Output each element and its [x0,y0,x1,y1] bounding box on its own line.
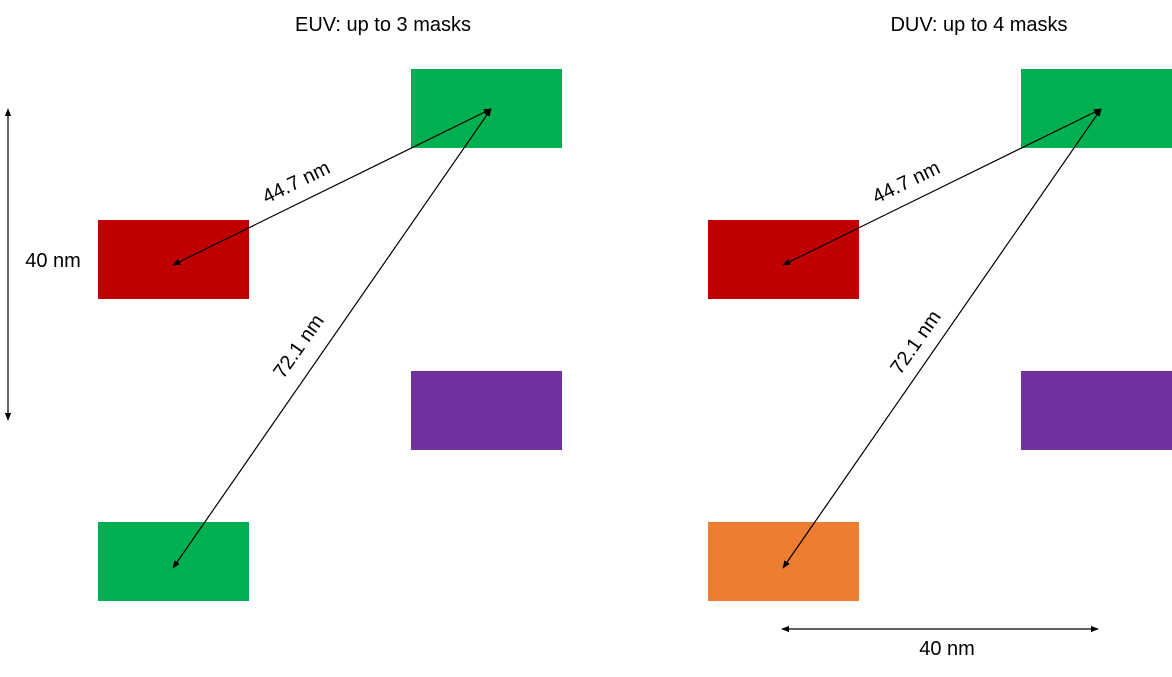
euv-right-lower-feature [411,371,562,450]
euv-diagonal-short-arrow [172,108,492,266]
duv-diagonal-short-arrow [782,108,1102,266]
euv-vertical-pitch-label: 40 nm [25,250,81,272]
euv-panel: EUV: up to 3 masks 44.7 nm 72.1 nm 40 nm [4,14,562,601]
euv-diagonal-long-label: 72.1 nm [269,311,328,383]
duv-diagonal-long-arrow [782,108,1102,569]
duv-diagonal-long-label: 72.1 nm [886,307,945,379]
euv-top-right-feature [411,69,562,148]
duv-top-right-feature [1021,69,1172,148]
euv-diagonal-short-label: 44.7 nm [259,157,334,208]
duv-right-lower-feature [1021,371,1172,450]
duv-horizontal-pitch-label: 40 nm [919,638,975,660]
euv-left-lower-feature [98,522,249,601]
euv-left-upper-feature [98,220,249,299]
euv-panel-title: EUV: up to 3 masks [295,14,471,36]
duv-left-lower-feature [708,522,859,601]
duv-diagonal-short-label: 44.7 nm [869,157,944,208]
duv-panel-title: DUV: up to 4 masks [890,14,1067,36]
duv-left-upper-feature [708,220,859,299]
duv-panel: DUV: up to 4 masks 44.7 nm 72.1 nm 40 nm [708,14,1172,660]
euv-diagonal-long-arrow [172,108,492,569]
